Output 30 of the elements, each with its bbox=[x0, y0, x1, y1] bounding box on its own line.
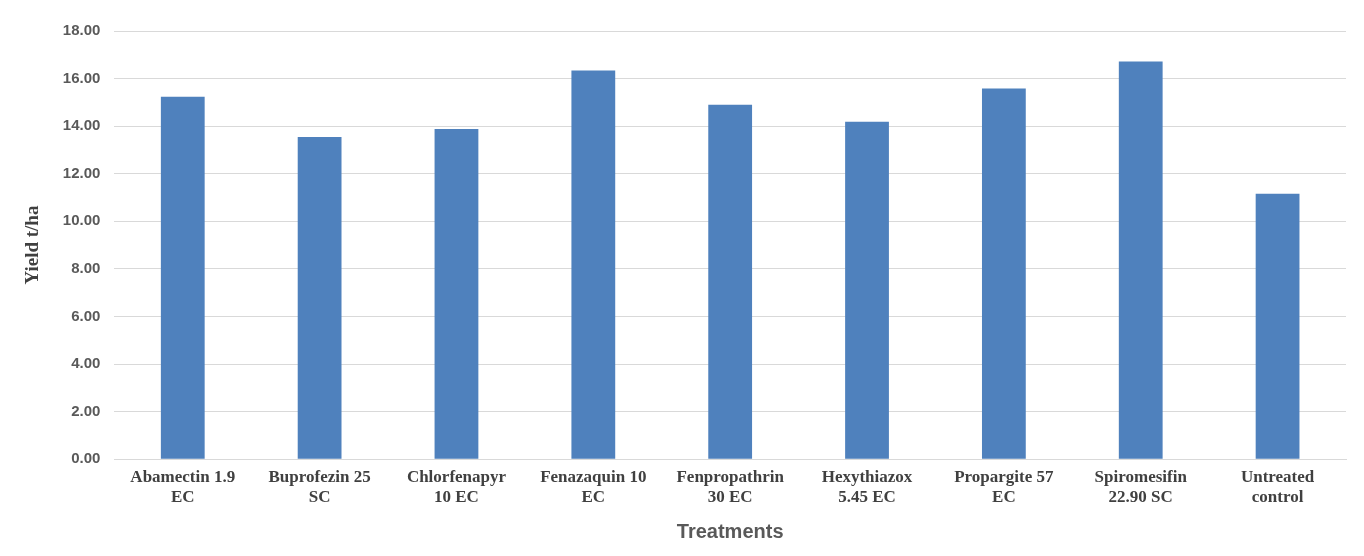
x-tick-label: Propargite 57 EC bbox=[954, 466, 1055, 507]
bar bbox=[1118, 61, 1163, 459]
y-axis-title: Yield t/ha bbox=[21, 205, 43, 285]
bar bbox=[160, 96, 205, 459]
bar bbox=[434, 129, 479, 459]
y-tick-label: 6.00 bbox=[71, 306, 101, 324]
y-tick-label: 2.00 bbox=[71, 401, 101, 419]
y-tick-label: 8.00 bbox=[71, 259, 101, 277]
bar bbox=[1255, 193, 1300, 459]
x-tick-label: Hexythiazox 5.45 EC bbox=[821, 466, 913, 507]
y-tick-label: 18.00 bbox=[62, 21, 101, 39]
y-tick-label: 14.00 bbox=[62, 116, 101, 134]
bar bbox=[845, 121, 889, 459]
x-tick-label: Fenpropathrin 30 EC bbox=[676, 466, 785, 507]
y-tick-label: 4.00 bbox=[71, 354, 101, 372]
x-axis-title: Treatments bbox=[676, 519, 784, 542]
bar bbox=[708, 104, 753, 459]
bar bbox=[981, 88, 1026, 459]
y-tick-label: 10.00 bbox=[62, 211, 101, 229]
y-tick-label: 0.00 bbox=[71, 449, 101, 467]
x-tick-label: Chlorfenapyr 10 EC bbox=[406, 466, 507, 507]
x-tick-label: Buprofezin 25 SC bbox=[268, 466, 371, 507]
x-tick-label: Abamectin 1.9 EC bbox=[130, 466, 236, 507]
y-tick-label: 12.00 bbox=[62, 163, 101, 181]
x-tick-label: Spiromesifin 22.90 SC bbox=[1094, 466, 1188, 507]
bar bbox=[297, 137, 342, 459]
x-tick-label: Untreated control bbox=[1240, 466, 1315, 507]
x-tick-label: Fenazaquin 10 EC bbox=[540, 466, 647, 507]
bar bbox=[571, 70, 616, 459]
y-tick-label: 16.00 bbox=[62, 68, 101, 86]
